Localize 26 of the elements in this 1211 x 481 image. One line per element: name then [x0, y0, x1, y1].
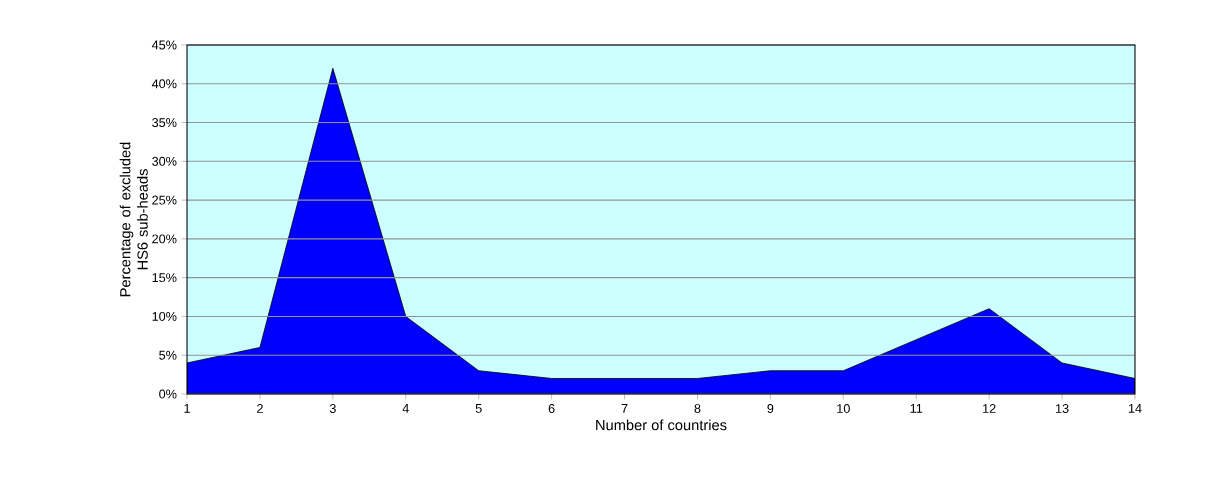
x-tick-label: 9	[767, 404, 774, 413]
x-tick-label: 11	[910, 404, 923, 413]
y-axis-title: Percentage of excluded HS6 sub-heads	[119, 142, 148, 297]
y-tick-label: 30%	[152, 156, 177, 166]
x-tick-label: 13	[1055, 404, 1069, 413]
y-tick-label: 40%	[151, 79, 177, 89]
x-tick-label: 12	[983, 404, 996, 413]
x-tick-label: 3	[329, 404, 336, 413]
y-tick-label: 10%	[152, 311, 177, 321]
x-tick-label: 5	[475, 404, 482, 413]
x-tick-label: 2	[257, 404, 263, 413]
x-tick-label: 10	[837, 404, 850, 413]
y-tick-label: 15%	[152, 273, 177, 283]
y-tick-label: 45%	[151, 40, 177, 50]
y-tick-label: 35%	[152, 118, 177, 128]
y-tick-label: 20%	[152, 234, 177, 244]
x-tick-label: 14	[1128, 404, 1142, 413]
x-tick-label: 7	[621, 404, 628, 413]
y-tick-label: 5%	[159, 350, 177, 360]
x-axis-title: Number of countries	[596, 419, 727, 431]
y-tick-label: 0%	[159, 389, 177, 399]
x-tick-label: 1	[184, 404, 190, 413]
y-tick-label: 25%	[152, 195, 177, 205]
x-tick-label: 4	[402, 404, 409, 413]
x-tick-label: 8	[694, 404, 701, 413]
x-tick-label: 6	[548, 404, 555, 413]
